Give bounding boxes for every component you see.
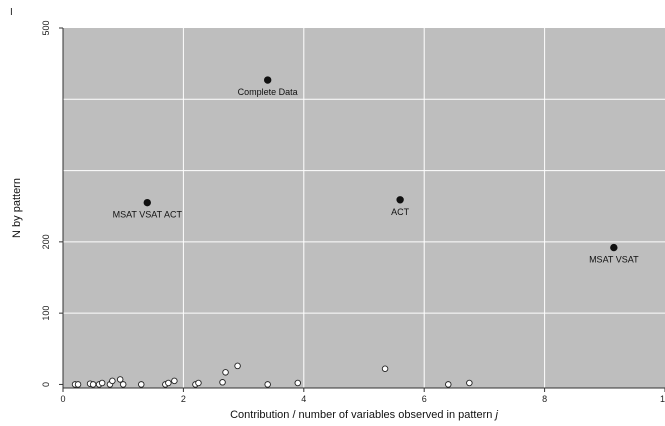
open-point-5 — [98, 379, 106, 387]
open-point-22 — [445, 381, 452, 388]
point-label-3: MSAT VSAT — [589, 255, 639, 265]
x-axis-title: Contribution / number of variables obser… — [230, 409, 498, 421]
open-point-16 — [219, 379, 226, 386]
y-tick-label-0: 0 — [41, 382, 51, 387]
open-point-12 — [165, 379, 172, 387]
open-point-8 — [116, 376, 124, 383]
labeled-point-3 — [610, 243, 618, 252]
open-point-15 — [195, 379, 202, 387]
point-label-1: MSAT VSAT ACT — [113, 210, 183, 220]
y-tick-label-1: 100 — [41, 306, 51, 321]
open-point-13 — [171, 377, 178, 385]
open-point-18 — [234, 362, 241, 370]
labeled-point-1 — [143, 198, 151, 207]
open-point-9 — [119, 381, 127, 388]
x-axis-ticks: 0 2 4 6 8 10 — [60, 388, 665, 404]
open-point-1 — [74, 381, 82, 388]
open-point-19 — [264, 381, 271, 388]
grid-lines — [63, 28, 665, 388]
open-point-20 — [294, 379, 302, 387]
x-axis-title-variable: j — [493, 409, 498, 421]
y-tick-label-3: 500 — [41, 20, 51, 35]
point-annotations: Complete Data MSAT VSAT ACT ACT MSAT VSAT — [113, 87, 639, 265]
x-tick-label-2: 4 — [301, 394, 306, 404]
open-point-17 — [222, 369, 229, 376]
x-axis-title-text: Contribution / number of variables obser… — [230, 409, 492, 421]
plot-background — [63, 28, 665, 388]
labeled-point-2 — [396, 196, 404, 204]
open-point-3 — [89, 381, 97, 388]
y-axis-ticks: 0 100 200 500 — [41, 20, 63, 387]
x-tick-label-0: 0 — [60, 394, 65, 404]
labeled-point-0 — [263, 76, 272, 84]
point-label-0: Complete Data — [238, 87, 298, 97]
open-point-7 — [109, 377, 116, 385]
x-tick-label-5: 10 — [660, 394, 665, 404]
data-points — [71, 76, 618, 388]
x-tick-label-1: 2 — [181, 394, 186, 404]
axes — [62, 28, 665, 389]
point-label-2: ACT — [391, 207, 410, 217]
open-point-23 — [466, 379, 473, 387]
open-point-21 — [381, 365, 389, 373]
x-tick-label-3: 6 — [422, 394, 427, 404]
y-tick-label-2: 200 — [41, 234, 51, 249]
y-axis-title: N by pattern — [11, 178, 23, 238]
x-tick-label-4: 8 — [542, 394, 547, 404]
open-point-10 — [138, 381, 145, 388]
corner-mark: I — [10, 7, 13, 18]
